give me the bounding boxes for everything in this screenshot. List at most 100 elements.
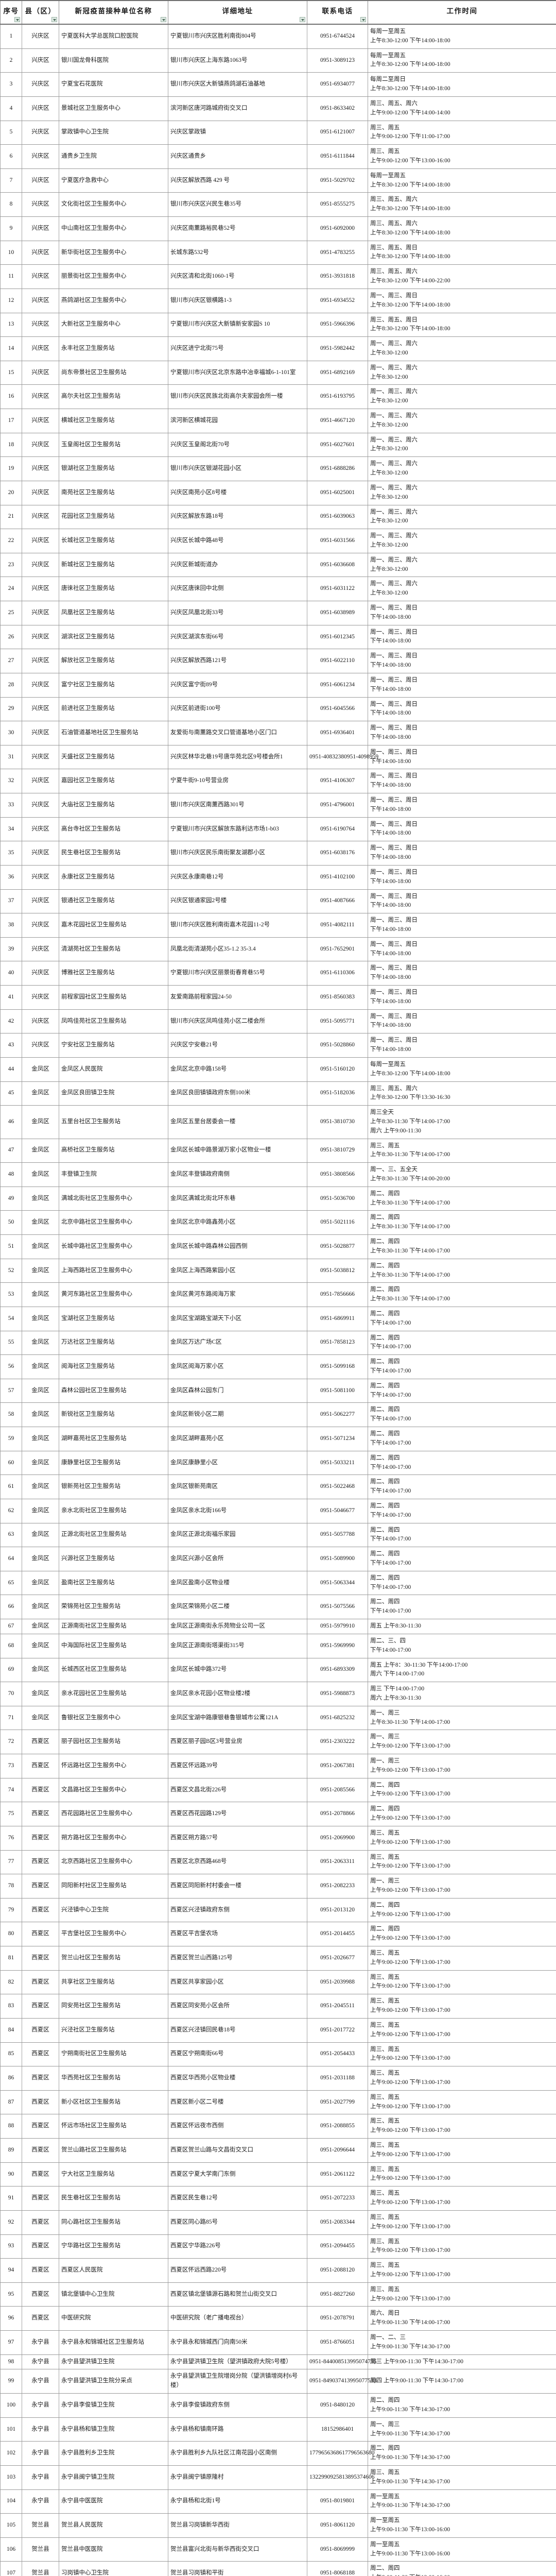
cell-phone: 0951-8019801	[307, 2489, 368, 2514]
filter-dropdown-icon[interactable]	[14, 17, 20, 22]
cell-name: 永宁县闽宁镇卫生院	[59, 2465, 168, 2490]
cell-name: 银川国龙骨科医院	[59, 48, 168, 73]
cell-time: 周六、周日 上午9:00-11:30 下午14:00-17:00	[368, 2306, 556, 2331]
cell-line: 上午8:30-12:00	[370, 541, 408, 548]
cell-time: 周一、周三、周日 下午14:00-18:00	[368, 889, 556, 914]
cell-idx: 60	[0, 1450, 22, 1476]
cell-addr: 永宁县闽宁镇原隆村	[168, 2465, 307, 2490]
cell-addr: 宁夏银川市兴庆区胜利南街804号	[168, 24, 307, 49]
table-row: 13 兴庆区 大新社区卫生服务中心 宁夏银川市兴庆区大新镇新安家园S 10 0951-5…	[0, 312, 556, 337]
cell-idx: 7	[0, 168, 22, 193]
cell-line: 下午14:00-17:00	[370, 1416, 411, 1422]
cell-line: 周二、周四	[370, 1190, 400, 1197]
cell-line: 下午14:00-18:00	[370, 998, 411, 1005]
cell-addr: 兴庆区永康南巷12号	[168, 865, 307, 890]
cell-dist: 兴庆区	[22, 721, 59, 745]
cell-line: 下午14:00-18:00	[370, 1022, 411, 1029]
cell-idx: 14	[0, 336, 22, 361]
cell-idx: 73	[0, 1754, 22, 1778]
table-row: 57 金凤区 森林公园社区卫生服务站 金凤区森林公园东门 0951-5081100 周二、…	[0, 1378, 556, 1403]
cell-time: 周三、周五 上午9:00-12:00 下午11:00-17:00	[368, 120, 556, 145]
cell-name: 永宁县李俊镇卫生院	[59, 2393, 168, 2418]
table-row: 33 兴庆区 大庙社区卫生服务站 银川市兴庆区南薰西路301号 0951-4796001…	[0, 793, 556, 818]
cell-line: 0951-4083238	[309, 753, 344, 760]
cell-time: 周一、周三、周日 下午14:00-18:00	[368, 817, 556, 842]
cell-line: 上午9:00-11:30 下午14:30-17:00	[370, 2502, 450, 2509]
cell-dist: 兴庆区	[22, 144, 59, 169]
cell-dist: 金凤区	[22, 1682, 59, 1706]
cell-time: 周一、周三、周日 下午14:00-18:00	[368, 865, 556, 890]
cell-idx: 11	[0, 264, 22, 289]
cell-line: 上午8:30-11:30 下午14:00-17:00	[370, 1247, 450, 1254]
cell-name: 同心路社区卫生服务站	[59, 2210, 168, 2235]
cell-time: 周三、周五 上午9:00-12:00 下午13:00-17:00	[368, 2162, 556, 2187]
cell-line: 周二、周四	[370, 1262, 400, 1269]
cell-idx: 95	[0, 2282, 22, 2307]
cell-idx: 53	[0, 1282, 22, 1307]
cell-dist: 金凤区	[22, 1402, 59, 1428]
cell-line: 上午9:00-12:00 下午13:00-17:00	[370, 2151, 450, 2158]
cell-line: 周一、周三、周日	[370, 965, 418, 972]
cell-line: 上午8:30-12:00 下午14:00-18:00	[370, 326, 450, 332]
cell-dist: 西夏区	[22, 2234, 59, 2259]
cell-time: 周一、周三、周六 上午8:30-12:00	[368, 336, 556, 361]
cell-line: 周二、三、四	[370, 1637, 406, 1644]
cell-addr: 金凤区阅海万家小区	[168, 1354, 307, 1379]
cell-time: 周一、周三、周日 下午14:00-18:00	[368, 937, 556, 962]
cell-idx: 32	[0, 769, 22, 793]
cell-phone: 0951-5038812	[307, 1258, 368, 1283]
cell-phone: 0951-5099168	[307, 1354, 368, 1379]
cell-idx: 24	[0, 577, 22, 601]
cell-line: 上午9:00-12:00 下午13:00-17:00	[370, 2079, 450, 2086]
cell-dist: 金凤区	[22, 1378, 59, 1403]
cell-idx: 97	[0, 2330, 22, 2355]
cell-addr: 金凤区满城北街北环东巷	[168, 1186, 307, 1211]
cell-line: 周三、周五	[370, 2046, 400, 2053]
cell-line: 上午9:00-11:30 下午14:00-17:00	[370, 2319, 450, 2326]
table-row: 35 兴庆区 民生巷社区卫生服务站 银川市兴庆区民乐南街聚友湖郡小区 0951-6038…	[0, 841, 556, 866]
cell-addr: 永宁县李俊镇政府东侧	[168, 2393, 307, 2418]
cell-phone: 0951-5033211	[307, 1450, 368, 1476]
cell-line: 周二、周四	[370, 1431, 400, 1437]
cell-name: 丽子园社区卫生服务站	[59, 1730, 168, 1754]
cell-time: 周一、周三、周日 下午14:00-18:00	[368, 985, 556, 1010]
column-header-label: 县（区）	[25, 7, 56, 15]
cell-line: 下午14:00-18:00	[370, 974, 411, 981]
filter-dropdown-icon[interactable]	[300, 17, 305, 22]
cell-line: 下午14:00-17:00	[370, 1464, 411, 1470]
filter-dropdown-icon[interactable]	[161, 17, 166, 22]
cell-idx: 65	[0, 1570, 22, 1596]
cell-addr: 金凤区万达广场C区	[168, 1330, 307, 1355]
cell-addr: 兴庆区宁安巷21号	[168, 1033, 307, 1058]
cell-addr: 贺兰县习岗镇新华西街	[168, 2513, 307, 2538]
cell-line: 周三、周五	[370, 2190, 400, 2197]
filter-dropdown-icon[interactable]	[51, 17, 57, 22]
cell-line: 周一、周三、周日	[370, 941, 418, 947]
table-row: 72 西夏区 丽子园社区卫生服务站 西夏区丽子园B区3号营业房 0951-2303222…	[0, 1730, 556, 1754]
table-row: 1 兴庆区 宁夏医科大学总医院口腔医院 宁夏银川市兴庆区胜利南街804号 0951-67…	[0, 24, 556, 49]
cell-line: 上午9:00-11:30 下午13:00-16:00	[370, 2573, 554, 2576]
cell-name: 兴泾社区卫生服务站	[59, 2018, 168, 2043]
cell-line: 上午9:00-12:00 下午13:00-17:00	[370, 1863, 450, 1870]
cell-name: 怀远市场社区卫生服务站	[59, 2114, 168, 2139]
filter-dropdown-icon[interactable]	[360, 17, 366, 22]
cell-line: 上午8:30-12:00	[370, 566, 408, 572]
cell-dist: 兴庆区	[22, 937, 59, 962]
cell-line: 周一、周三、周日	[370, 917, 418, 924]
cell-name: 盈南社区卫生服务站	[59, 1570, 168, 1596]
cell-addr: 宁夏银川市兴庆区丽景街春育巷55号	[168, 961, 307, 986]
table-row: 81 西夏区 贺兰山社区卫生服务站 西夏区贺兰山西路125号 0951-2026677 周…	[0, 1946, 556, 1971]
cell-time: 周二、周四 下午14:00-17:00	[368, 1450, 556, 1476]
cell-addr: 金凤区丰登镇政府南侧	[168, 1162, 307, 1187]
cell-line: 上午8:30-11:30 下午14:00-17:00	[370, 1199, 450, 1206]
cell-line: 17796563686	[309, 2450, 342, 2456]
cell-idx: 21	[0, 504, 22, 530]
cell-dist: 西夏区	[22, 1946, 59, 1971]
table-row: 87 西夏区 新小区社区卫生服务站 西夏区新小区二号楼 0951-2027799 周三、周…	[0, 2090, 556, 2115]
cell-time: 周三、周五 上午9:00-12:00 下午13:00-17:00	[368, 2042, 556, 2067]
cell-dist: 金凤区	[22, 1282, 59, 1307]
cell-name: 银通社区卫生服务站	[59, 889, 168, 914]
cell-phone: 0951-4102100	[307, 865, 368, 890]
cell-line: 周六 上午9:00-11:30	[370, 1127, 421, 1134]
cell-line: 上午8:30-12:00 下午14:00-18:00	[370, 229, 450, 236]
